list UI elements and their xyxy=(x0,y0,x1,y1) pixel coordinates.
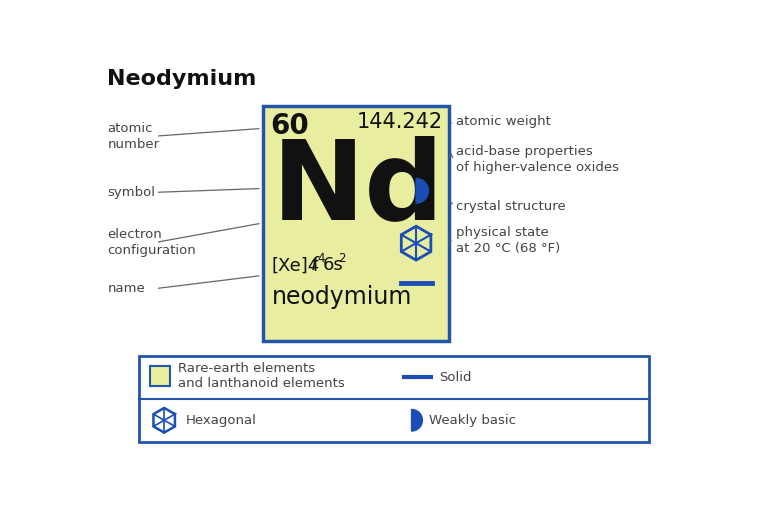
FancyBboxPatch shape xyxy=(263,106,449,341)
Text: atomic
number: atomic number xyxy=(108,122,160,151)
Text: neodymium: neodymium xyxy=(272,285,412,309)
Text: crystal structure: crystal structure xyxy=(456,200,566,212)
Text: 6s: 6s xyxy=(323,256,344,274)
Text: 2: 2 xyxy=(338,251,346,265)
Text: name: name xyxy=(108,282,145,295)
Text: 144.242: 144.242 xyxy=(356,112,442,132)
Text: Nd: Nd xyxy=(272,135,445,242)
Wedge shape xyxy=(412,410,422,431)
Text: atomic weight: atomic weight xyxy=(456,115,551,128)
Text: physical state
at 20 °C (68 °F): physical state at 20 °C (68 °F) xyxy=(456,226,561,255)
Text: electron
configuration: electron configuration xyxy=(108,228,197,257)
Text: acid-base properties
of higher-valence oxides: acid-base properties of higher-valence o… xyxy=(456,145,619,175)
Text: Hexagonal: Hexagonal xyxy=(186,414,257,427)
Text: Solid: Solid xyxy=(439,371,472,383)
FancyBboxPatch shape xyxy=(151,367,170,387)
Text: 4: 4 xyxy=(317,251,324,265)
Text: f: f xyxy=(311,256,317,274)
Text: symbol: symbol xyxy=(108,186,156,199)
Wedge shape xyxy=(416,179,429,203)
Text: 60: 60 xyxy=(270,112,310,140)
Text: Rare-earth elements
and lanthanoid elements: Rare-earth elements and lanthanoid eleme… xyxy=(178,362,345,390)
Text: Weakly basic: Weakly basic xyxy=(429,414,515,427)
Text: [Xe]4: [Xe]4 xyxy=(272,256,320,274)
Text: Neodymium: Neodymium xyxy=(107,69,257,89)
FancyBboxPatch shape xyxy=(139,355,648,442)
